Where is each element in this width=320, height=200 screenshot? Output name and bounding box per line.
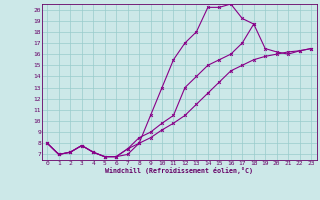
X-axis label: Windchill (Refroidissement éolien,°C): Windchill (Refroidissement éolien,°C) (105, 167, 253, 174)
